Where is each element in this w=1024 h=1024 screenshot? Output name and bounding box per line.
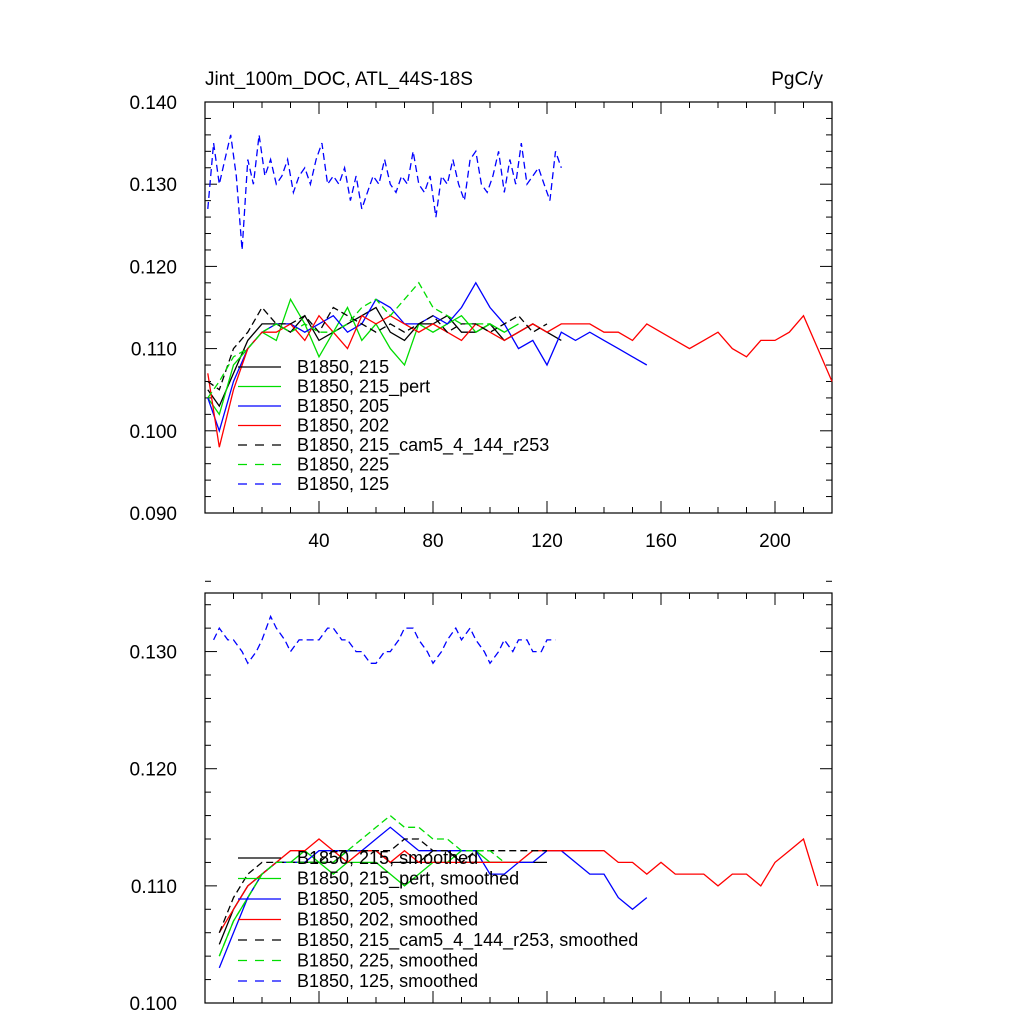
x-tick-label: 120 — [531, 531, 563, 552]
legend-label: B1850, 125 — [297, 474, 389, 494]
legend-label: B1850, 225 — [297, 455, 389, 475]
x-tick-label: 160 — [645, 531, 677, 552]
series-line — [218, 814, 505, 957]
y-tick-label: 0.130 — [129, 175, 177, 196]
y-tick-label: 0.110 — [131, 877, 177, 898]
series-line — [207, 314, 833, 448]
series-line — [218, 838, 547, 933]
y-tick-label: 0.120 — [129, 257, 177, 278]
legend-label: B1850, 215 — [297, 357, 389, 377]
legend-label: B1850, 215_pert, smoothed — [297, 869, 519, 890]
series-line — [207, 306, 548, 391]
top-panel-units: PgC/y — [771, 69, 823, 90]
legend-label: B1850, 202, smoothed — [297, 910, 478, 930]
y-tick-label: 0.120 — [129, 760, 177, 781]
legend-label: B1850, 205 — [297, 396, 389, 416]
y-tick-label: 0.100 — [129, 994, 177, 1015]
bottom-panel: 0.100 0.110 0.120 0.130 B1850, 215, smoothed… — [129, 580, 833, 1015]
y-tick-label: 0.090 — [129, 504, 177, 525]
legend-label: B1850, 215_pert — [297, 377, 430, 398]
series-line — [218, 837, 819, 934]
legend-label: B1850, 215_cam5_4_144_r253 — [297, 435, 549, 456]
top-panel: Jint_100m_DOC, ATL_44S-18S PgC/y 40 80 120… — [129, 69, 833, 552]
x-tick-label: 200 — [759, 531, 791, 552]
x-tick-label: 40 — [308, 531, 329, 552]
y-tick-label: 0.110 — [131, 340, 177, 361]
legend-label: B1850, 215, smoothed — [297, 848, 478, 868]
top-panel-title: Jint_100m_DOC, ATL_44S-18S — [205, 69, 473, 90]
series-line — [207, 281, 648, 433]
x-tick-label: 80 — [422, 531, 443, 552]
y-tick-label: 0.140 — [129, 93, 177, 114]
legend-label: B1850, 225, smoothed — [297, 951, 478, 971]
series-line — [213, 614, 556, 665]
legend-label: B1850, 205, smoothed — [297, 889, 478, 909]
y-tick-label: 0.130 — [129, 643, 177, 664]
legend-label: B1850, 215_cam5_4_144_r253, smoothed — [297, 930, 638, 951]
y-tick-label: 0.100 — [129, 422, 177, 443]
series-line — [207, 134, 562, 251]
legend-label: B1850, 202 — [297, 416, 389, 436]
legend-label: B1850, 125, smoothed — [297, 971, 478, 991]
